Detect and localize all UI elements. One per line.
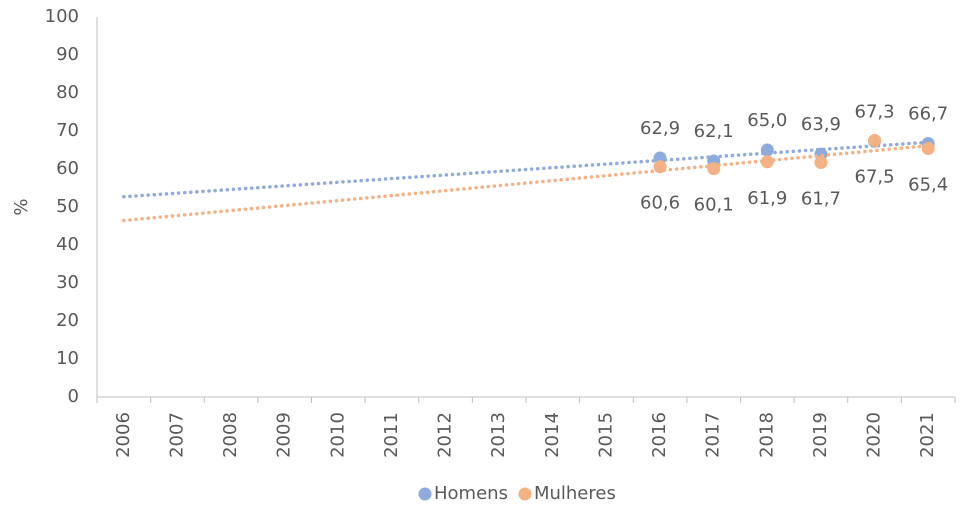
x-tick-label: 2014 (542, 412, 563, 458)
data-label: 67,5 (855, 167, 895, 188)
y-tick-label: 20 (56, 310, 79, 331)
data-label: 63,9 (801, 114, 841, 135)
y-tick-label: 50 (56, 196, 79, 217)
y-tick-label: 100 (45, 6, 79, 27)
data-label: 61,9 (747, 188, 787, 209)
marker (760, 155, 774, 169)
data-label: 65,0 (747, 110, 787, 131)
data-label: 60,6 (640, 193, 680, 214)
x-tick-label: 2017 (703, 412, 724, 458)
x-tick-label: 2008 (220, 412, 241, 458)
y-tick-label: 70 (56, 120, 79, 141)
x-tick-label: 2007 (166, 412, 187, 458)
x-tick-label: 2020 (864, 412, 885, 458)
marker (760, 143, 774, 157)
x-tick-label: 2016 (649, 412, 670, 458)
x-tick-label: 2009 (274, 412, 295, 458)
marker (814, 156, 828, 170)
trendline (122, 143, 930, 223)
data-label: 67,3 (855, 101, 895, 122)
marker (653, 160, 667, 174)
legend-label: Mulheres (534, 483, 616, 504)
data-label: 66,7 (908, 104, 948, 125)
data-label: 62,9 (640, 118, 680, 139)
legend-marker (518, 487, 532, 501)
x-tick-label: 2006 (113, 412, 134, 458)
x-tick-label: 2012 (435, 412, 456, 458)
y-tick-label: 40 (56, 234, 79, 255)
trendline (122, 140, 930, 199)
legend-marker (418, 487, 432, 501)
marker (707, 162, 721, 176)
y-tick-label: 10 (56, 348, 79, 369)
x-tick-label: 2018 (756, 412, 777, 458)
y-tick-label: 60 (56, 158, 79, 179)
data-label: 61,7 (801, 189, 841, 210)
legend-label: Homens (434, 483, 508, 504)
x-tick-label: 2015 (595, 412, 616, 458)
x-tick-label: 2011 (381, 412, 402, 458)
marker (921, 141, 935, 155)
y-tick-label: 90 (56, 44, 79, 65)
x-tick-label: 2019 (810, 412, 831, 458)
marker (868, 134, 882, 147)
y-tick-label: 0 (68, 386, 79, 407)
x-tick-label: 2021 (917, 412, 938, 458)
x-tick-label: 2013 (488, 412, 509, 458)
y-axis-label: % (11, 198, 32, 215)
data-label: 60,1 (694, 195, 734, 216)
y-tick-label: 30 (56, 272, 79, 293)
y-tick-label: 80 (56, 82, 79, 103)
x-tick-label: 2010 (327, 412, 348, 458)
data-label: 62,1 (694, 121, 734, 142)
data-label: 65,4 (908, 174, 948, 195)
